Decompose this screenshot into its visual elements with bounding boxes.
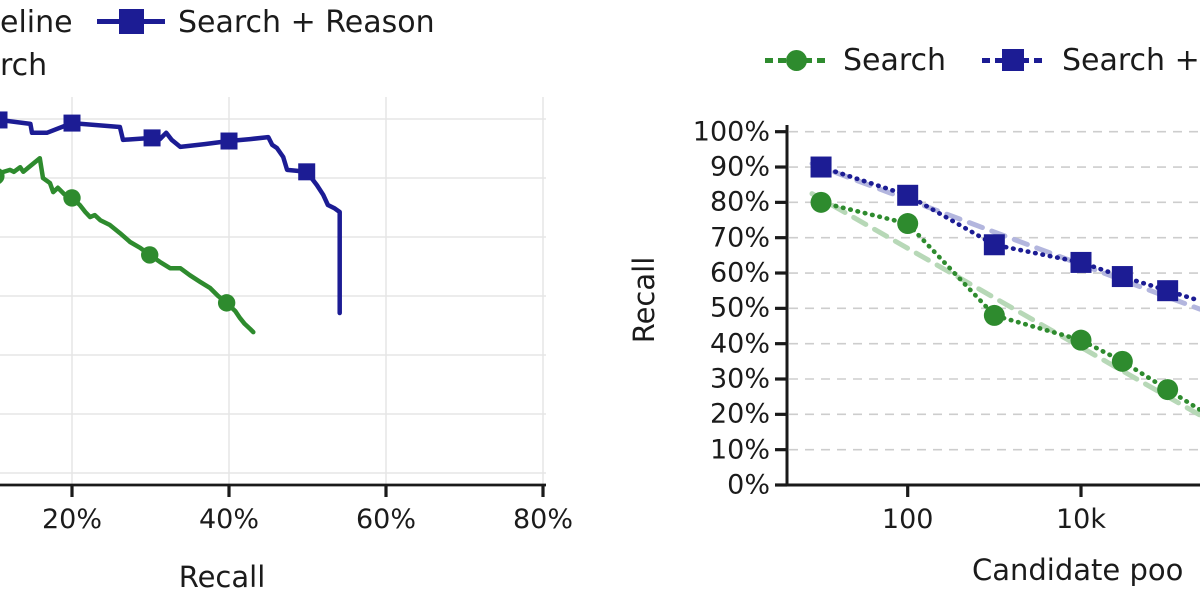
right-y-tick-label: 90% bbox=[709, 151, 770, 183]
right-square-marker bbox=[983, 234, 1005, 256]
right-circle-marker bbox=[1111, 350, 1133, 372]
right-xaxis-title-fragment: Candidate poo bbox=[972, 553, 1184, 587]
left-xaxis-title: Recall bbox=[178, 560, 266, 594]
right-y-tick-label: 70% bbox=[709, 222, 770, 254]
left-x-tick-label: 20% bbox=[41, 504, 103, 535]
left-circle-marker bbox=[217, 294, 236, 312]
right-y-tick-label: 0% bbox=[727, 469, 770, 501]
right-circle-marker bbox=[810, 191, 832, 213]
right-square-marker bbox=[1070, 251, 1092, 273]
left-circle-marker bbox=[0, 168, 5, 184]
left-square-marker bbox=[143, 129, 161, 147]
right-y-tick-label: 10% bbox=[709, 434, 770, 466]
right-legend-search-plus-fragment: Search + bbox=[1062, 43, 1200, 78]
left-circle-marker bbox=[141, 246, 159, 264]
right-trend-line-green bbox=[809, 191, 1200, 418]
left-x-tick-label: 80% bbox=[512, 504, 574, 535]
left-series-line-green bbox=[0, 155, 256, 335]
right-x-tick-label: 10k bbox=[1056, 504, 1106, 535]
left-x-tick-label: 60% bbox=[355, 504, 417, 535]
left-square-marker bbox=[0, 111, 8, 129]
right-square-marker bbox=[1157, 280, 1179, 302]
legend-circle-marker-icon bbox=[786, 50, 807, 71]
right-circle-marker bbox=[897, 213, 919, 235]
right-y-tick-label: 40% bbox=[709, 328, 770, 360]
right-y-tick-label: 30% bbox=[709, 363, 770, 395]
left-square-marker bbox=[63, 114, 81, 132]
right-y-tick-label: 60% bbox=[709, 257, 770, 289]
right-y-tick-label: 80% bbox=[709, 186, 770, 218]
right-y-tick-label: 50% bbox=[709, 292, 770, 324]
right-square-marker bbox=[1111, 266, 1133, 288]
right-circle-marker bbox=[983, 304, 1005, 326]
left-circle-marker bbox=[63, 189, 81, 207]
right-x-tick-label: 100 bbox=[881, 504, 934, 535]
left-x-tick-label: 40% bbox=[198, 504, 260, 535]
left-square-marker bbox=[298, 163, 316, 181]
right-y-tick-label: 20% bbox=[709, 398, 770, 430]
right-square-marker bbox=[810, 156, 832, 178]
left-legend-search-reason-label: Search + Reason bbox=[178, 5, 435, 40]
left-legend-search-fragment: rch bbox=[0, 48, 48, 83]
right-square-marker bbox=[897, 184, 919, 206]
right-legend-search-label: Search bbox=[843, 43, 947, 78]
left-square-marker bbox=[220, 132, 238, 150]
right-circle-marker bbox=[1070, 329, 1092, 351]
right-circle-marker bbox=[1157, 379, 1179, 401]
legend-square-marker2-icon bbox=[1002, 49, 1024, 71]
right-y-tick-label: 100% bbox=[692, 116, 770, 148]
right-yaxis-title: Recall bbox=[627, 256, 661, 344]
right-trend-line-navy bbox=[809, 161, 1200, 312]
left-legend-baseline-fragment: eline bbox=[0, 5, 73, 40]
legend-square-marker-icon bbox=[119, 9, 144, 34]
left-series-line-navy bbox=[0, 117, 342, 316]
